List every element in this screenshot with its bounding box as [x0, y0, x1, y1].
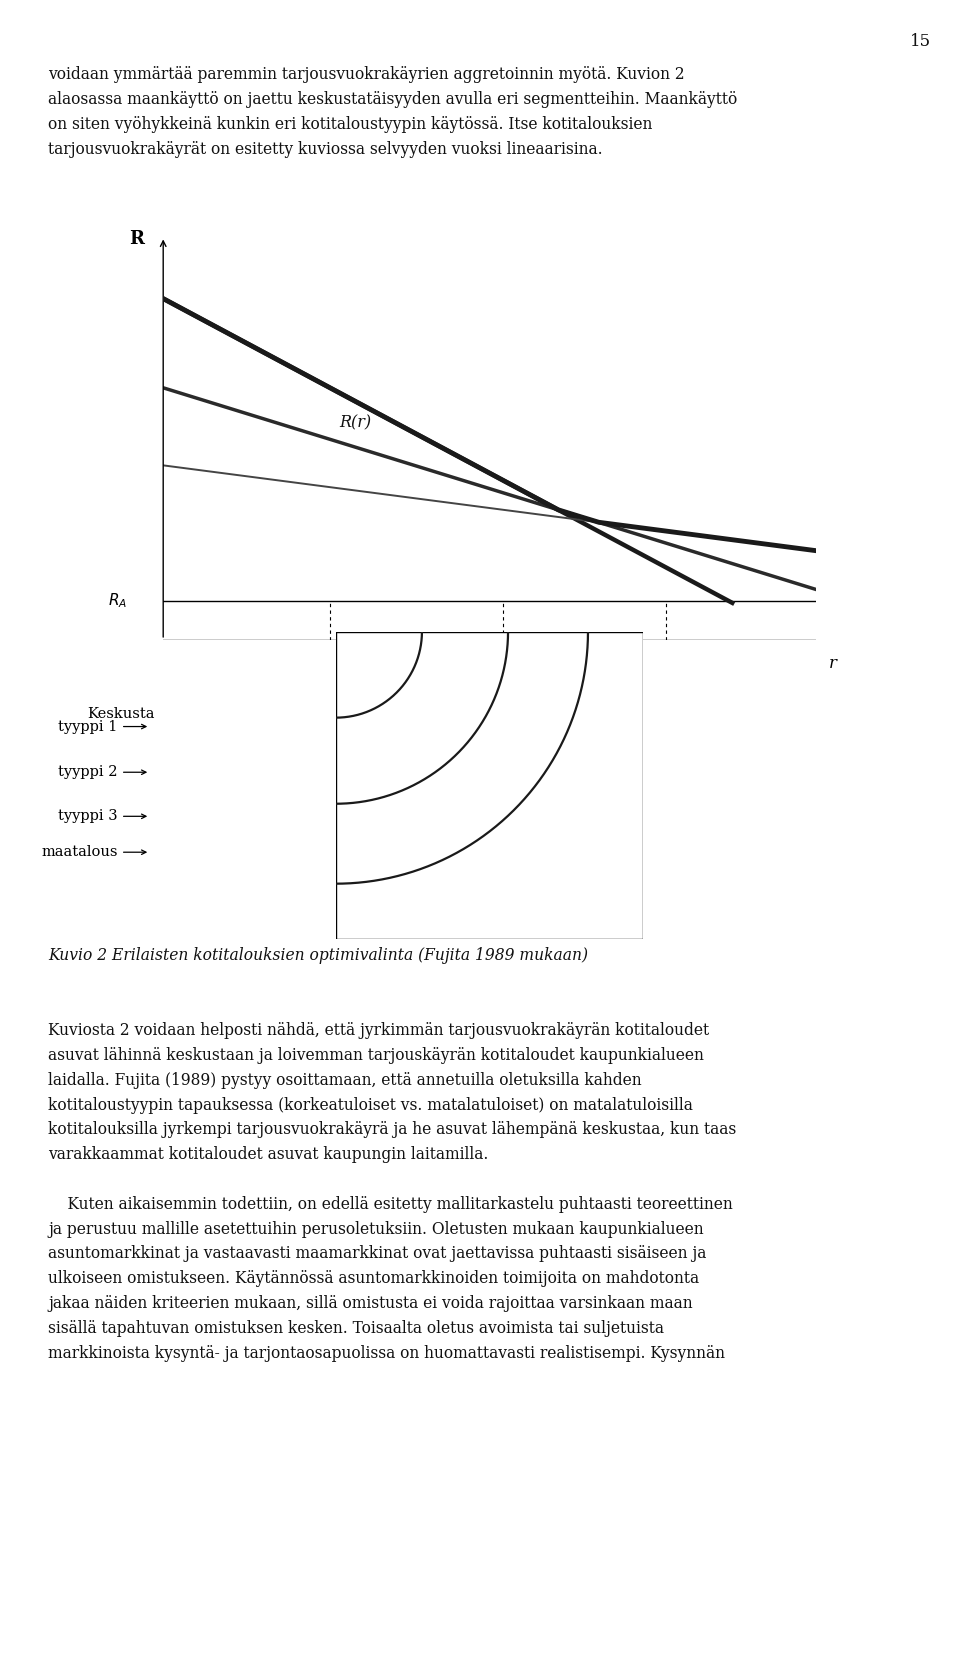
Text: $R_A$: $R_A$: [108, 592, 128, 610]
Text: R(r): R(r): [340, 414, 372, 430]
Text: voidaan ymmärtää paremmin tarjousvuokrakäyrien aggretoinnin myötä. Kuvion 2
alao: voidaan ymmärtää paremmin tarjousvuokrak…: [48, 66, 737, 158]
Text: Kuviosta 2 voidaan helposti nähdä, että jyrkimmän tarjousvuokrakäyrän kotitaloud: Kuviosta 2 voidaan helposti nähdä, että …: [48, 1022, 736, 1361]
Text: tyyppi 1: tyyppi 1: [59, 720, 117, 733]
Text: maatalous: maatalous: [41, 846, 117, 859]
Text: 15: 15: [910, 33, 931, 50]
Text: R: R: [130, 231, 145, 248]
Text: Kuvio 2 Erilaisten kotitalouksien optimivalinta (Fujita 1989 mukaan): Kuvio 2 Erilaisten kotitalouksien optimi…: [48, 947, 588, 964]
Text: tyyppi 3: tyyppi 3: [58, 809, 117, 823]
Text: r: r: [829, 655, 837, 671]
Text: tyyppi 2: tyyppi 2: [58, 765, 117, 779]
Text: Keskusta: Keskusta: [87, 706, 156, 721]
